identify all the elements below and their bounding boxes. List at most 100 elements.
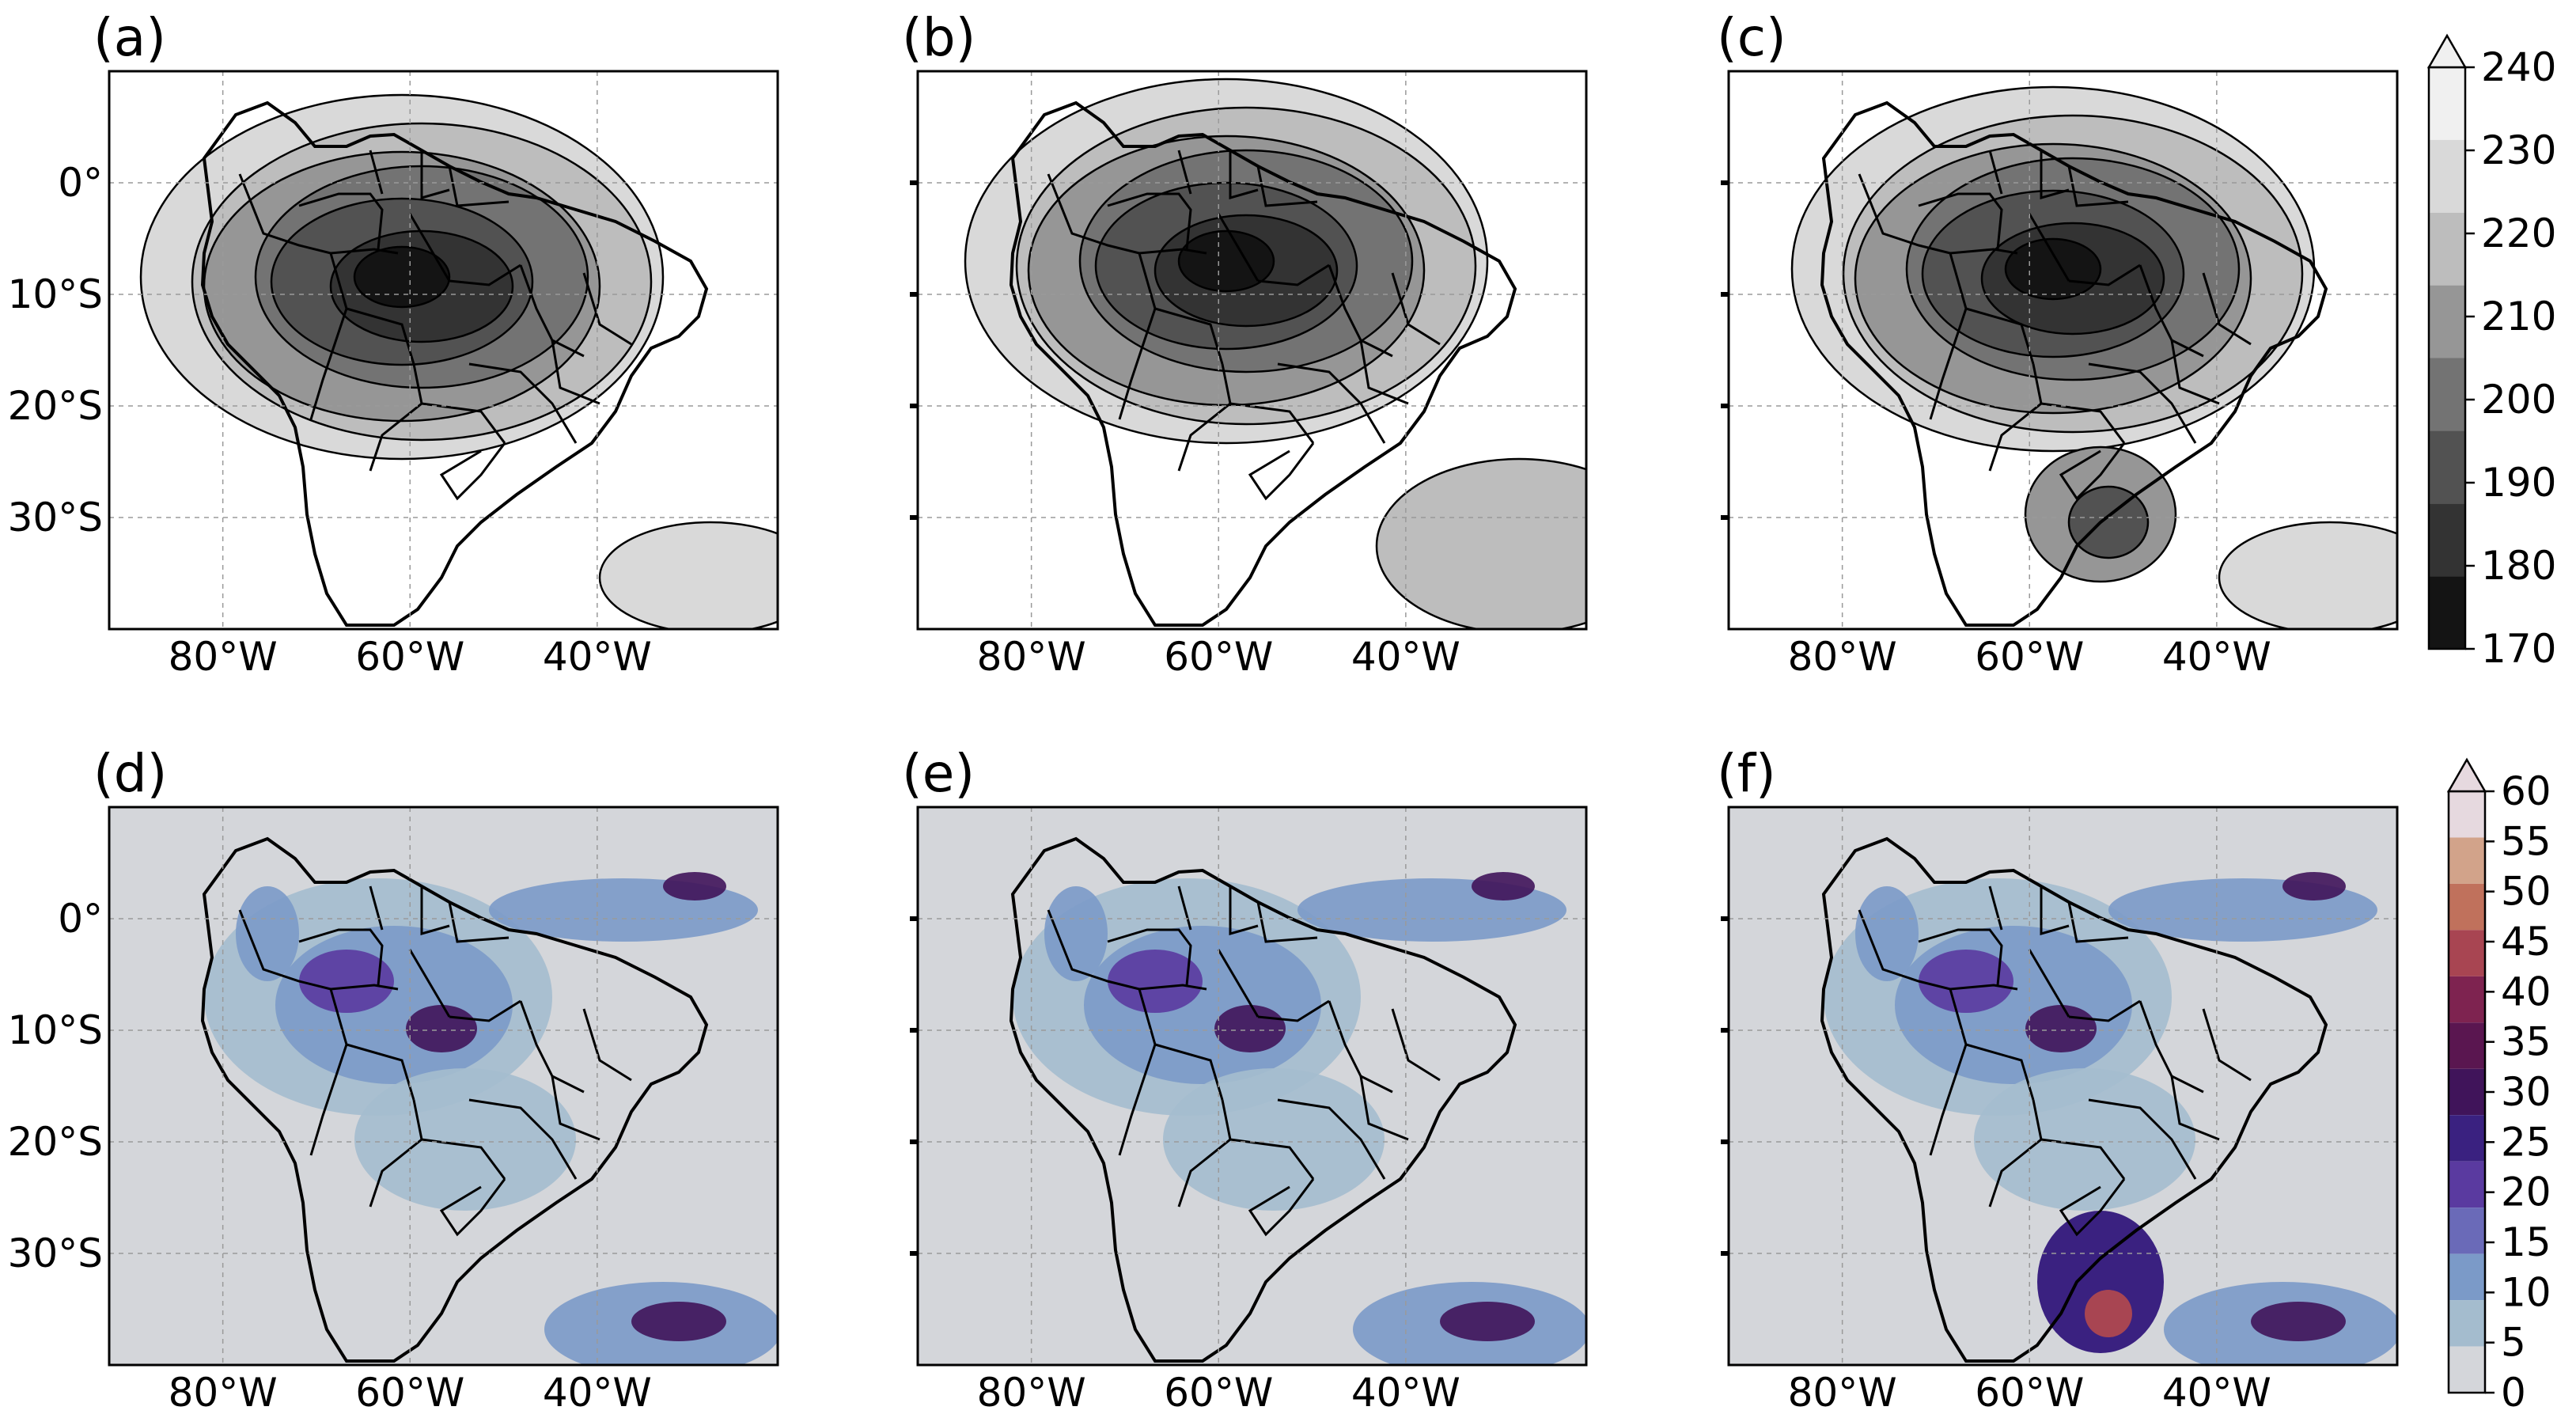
- colorbar-swatch: [2449, 976, 2485, 1023]
- precip-cell: [2282, 872, 2346, 900]
- map-frame: [108, 70, 779, 631]
- lat-tick-label: 0°: [58, 896, 103, 942]
- lon-tick-label: 80°W: [169, 634, 278, 680]
- map-panel-b: (b) 80°W 60°W 40°W: [902, 7, 1588, 680]
- precip-cell: [299, 950, 394, 1013]
- colorbar-tick-label: 15: [2501, 1219, 2551, 1265]
- precip-cell: [1919, 950, 2013, 1013]
- lon-tick-label: 60°W: [355, 1370, 464, 1416]
- colorbar-tick-label: 170: [2481, 626, 2556, 672]
- colorbar-swatch: [2429, 67, 2465, 140]
- precip-cell: [2085, 1290, 2132, 1337]
- lon-tick-label: 40°W: [2162, 634, 2271, 680]
- precip-cell: [1044, 886, 1108, 981]
- map-frame: [1727, 806, 2399, 1367]
- precip-cell: [663, 872, 726, 900]
- lat-tick-label: 10°S: [8, 1007, 103, 1053]
- precip-cell: [1855, 886, 1919, 981]
- colorbar-swatch: [2429, 139, 2465, 213]
- colorbar-tick-label: 20: [2501, 1170, 2551, 1215]
- colorbar-tick-label: 200: [2481, 377, 2556, 423]
- colorbar-swatch: [2429, 285, 2465, 358]
- map-frame: [1727, 70, 2399, 631]
- lat-tick-label: 30°S: [8, 1230, 103, 1276]
- field-f: [1824, 872, 2397, 1365]
- panel-label: (b): [902, 7, 975, 68]
- colorbar-swatch: [2449, 1115, 2485, 1162]
- map-panel-a: (a) 80°W 60°W 40°W 0° 10°S 20°S 30°S: [8, 7, 779, 680]
- colorbar-tick-label: 30: [2501, 1069, 2551, 1115]
- map-frame: [916, 806, 1588, 1367]
- lon-tick-label: 80°W: [1788, 634, 1897, 680]
- lon-tick-label: 40°W: [543, 1370, 652, 1416]
- colorbar-tick-label: 180: [2481, 543, 2556, 589]
- precip-cell: [1214, 1005, 1286, 1052]
- lat-tick-label: 10°S: [8, 271, 103, 317]
- lon-tick-label: 80°W: [1788, 1370, 1897, 1416]
- colorbar-tick-label: 210: [2481, 294, 2556, 339]
- gridlines: [918, 807, 1586, 1365]
- field-d: [204, 872, 778, 1365]
- panel-label: (e): [902, 743, 975, 804]
- colorbar-swatch: [2449, 1208, 2485, 1254]
- contour-band: [353, 245, 451, 309]
- colorbar-swatch: [2449, 837, 2485, 884]
- lon-tick-label: 80°W: [977, 634, 1086, 680]
- colorbar-swatch: [2449, 1161, 2485, 1208]
- precip-cell: [1163, 1068, 1385, 1211]
- contour-band: [2004, 237, 2102, 301]
- gridlines: [109, 807, 778, 1365]
- precip-cell: [1472, 872, 1535, 900]
- precip-cell: [1108, 950, 1203, 1013]
- colorbar-swatch: [2429, 212, 2465, 286]
- panel-label: (f): [1717, 743, 1776, 804]
- colorbar-swatch: [2429, 503, 2465, 577]
- colorbar-tick-label: 190: [2481, 460, 2556, 506]
- gridlines: [1729, 807, 2397, 1365]
- colorbar-swatch: [2429, 430, 2465, 504]
- lon-tick-label: 40°W: [2162, 1370, 2271, 1416]
- lat-tick-label: 0°: [58, 160, 103, 206]
- lon-tick-label: 40°W: [543, 634, 652, 680]
- colorbar-swatch: [2449, 791, 2485, 838]
- colorbar-arrow: [2446, 757, 2487, 793]
- panel-label: (d): [93, 743, 167, 804]
- map-panel-d: (d) 80°W 60°W 40°W 0° 10°S 20°S 30°S: [8, 743, 779, 1416]
- lat-tick-label: 30°S: [8, 495, 103, 540]
- colorbar-tick-label: 25: [2501, 1119, 2551, 1165]
- map-frame: [108, 806, 779, 1367]
- lat-tick-label: 20°S: [8, 383, 103, 429]
- map-panel-e: (e) 80°W 60°W 40°W: [902, 743, 1588, 1416]
- colorbar-tick-label: 60: [2501, 768, 2551, 814]
- contour-band: [598, 521, 778, 629]
- colorbar-tick-label: 230: [2481, 127, 2556, 173]
- precip-cell: [1895, 926, 2132, 1084]
- field-a: [139, 93, 778, 629]
- lon-tick-label: 60°W: [1164, 634, 1273, 680]
- colorbar-tick-label: 0: [2501, 1370, 2526, 1416]
- precip-cell: [275, 926, 513, 1084]
- lon-tick-label: 40°W: [1351, 634, 1460, 680]
- field-e: [1013, 872, 1586, 1365]
- contour-band: [2218, 521, 2397, 629]
- lon-tick-label: 80°W: [169, 1370, 278, 1416]
- colorbar-tick-label: 240: [2481, 44, 2556, 90]
- gridlines: [1729, 71, 2397, 629]
- colorbar-swatch: [2449, 883, 2485, 931]
- colorbar-tick-label: 40: [2501, 969, 2551, 1014]
- precip-cell: [1974, 1068, 2195, 1211]
- map-panel-c: (c) 80°W 60°W 40°W: [1717, 7, 2399, 680]
- precip-cell: [631, 1302, 726, 1341]
- colorbar-swatch: [2429, 358, 2465, 431]
- colorbar-cloudtop: 240 230 220 210 200 190 180 170: [2426, 33, 2556, 672]
- panel-label: (a): [93, 7, 166, 68]
- colorbar-swatch: [2429, 576, 2465, 649]
- lon-tick-label: 60°W: [355, 634, 464, 680]
- colorbar-swatch: [2449, 1068, 2485, 1116]
- precip-cell: [236, 886, 299, 981]
- lon-tick-label: 60°W: [1164, 1370, 1273, 1416]
- precip-cell: [2037, 1211, 2164, 1353]
- colorbar-tick-label: 55: [2501, 818, 2551, 864]
- colorbar-swatch: [2449, 1022, 2485, 1069]
- colorbar-swatch: [2449, 1346, 2485, 1393]
